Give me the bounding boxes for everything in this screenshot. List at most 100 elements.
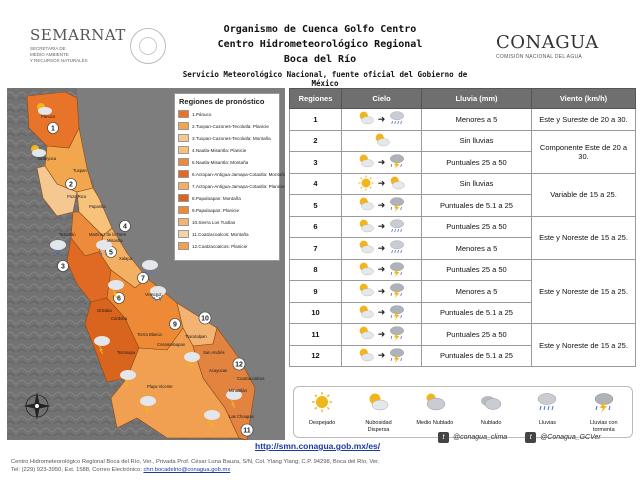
svg-text:6: 6 — [117, 296, 121, 303]
region-number: 4 — [289, 172, 342, 195]
sky-cell: ➜ — [341, 344, 422, 367]
semarnat-sub-line: SECRETARÍA DE — [30, 46, 66, 51]
region-number: 10 — [289, 301, 342, 324]
region-number: 12 — [289, 344, 342, 367]
legend-label: 4.Nautla-Misantla: Planicie — [192, 147, 247, 153]
region-number: 9 — [289, 280, 342, 303]
sky-icons: ➜ — [344, 260, 419, 280]
thunderstorm-icon — [388, 152, 406, 172]
showers-icon — [388, 238, 406, 258]
region-number: 6 — [289, 215, 342, 238]
wind-cell: Este y Noreste de 15 a 25. — [531, 323, 636, 367]
table-row: 9 ➜ Menores a 5 — [289, 280, 636, 303]
wind-cell: Componente Este de 20 a 30. — [531, 129, 636, 174]
partly-cloudy-icon — [357, 152, 375, 172]
header: SEMARNAT SECRETARÍA DE MEDIO AMBIENTE Y … — [0, 0, 640, 88]
arrow-right-icon: ➜ — [377, 350, 386, 361]
svg-text:5: 5 — [109, 250, 113, 257]
sky-icons: ➜ — [344, 195, 419, 215]
sky-cell: ➜ — [341, 194, 422, 217]
rain-cell: Menores a 5 — [421, 108, 532, 131]
social-links: t @conagua_clima t @Conagua_GCVer — [438, 432, 601, 443]
wind-cell: Este y Sureste de 20 a 30. — [531, 108, 636, 131]
arrow-right-icon: ➜ — [377, 178, 386, 189]
sky-icons: ➜ — [344, 346, 419, 366]
place-label: Pánuco — [41, 114, 56, 119]
twitter-handle-gcver[interactable]: @Conagua_GCVer — [540, 434, 601, 441]
sky-icons: ➜ — [344, 238, 419, 258]
legend-label: 11.Coatzacoalcos: Montaña — [192, 231, 249, 237]
legend-item: 12.Coatzacoalcos: Planicie — [175, 240, 279, 252]
place-label: Xalapa — [119, 256, 133, 261]
svg-text:10: 10 — [201, 316, 209, 323]
rain-cell: Sin lluvias — [421, 172, 532, 195]
thunderstorm-icon — [388, 324, 406, 344]
sky-icon-legend: Despejado Nubosidad Dispersa Medio Nublado… — [293, 386, 633, 438]
sky-cell: ➜ — [341, 258, 422, 281]
place-label: Las Choapas — [229, 414, 254, 419]
sky-icons: ➜ — [344, 217, 419, 237]
sky-legend-label: Lluvias con tormenta — [590, 420, 618, 433]
rain-cell: Puntuales de 5.1 a 25 — [421, 301, 532, 324]
footer-email-link[interactable]: chrr.bocadelrio@conagua.gob.mx — [143, 467, 231, 473]
legend-swatch — [178, 170, 189, 178]
region-marker-11 — [240, 423, 254, 437]
title-organism: Organismo de Cuenca Golfo Centro — [223, 24, 417, 35]
legend-item: 1.Pánuco — [175, 108, 279, 120]
partly-cloudy-icon — [357, 260, 375, 280]
region-number: 1 — [289, 108, 342, 131]
mexico-seal-icon — [130, 28, 166, 64]
place-label: Tlacotalpan — [185, 334, 207, 339]
table-header-row: Regiones Cielo Lluvia (mm) Viento (km/h) — [289, 88, 636, 109]
region-marker-12 — [232, 357, 246, 371]
region-marker-6 — [113, 292, 125, 304]
arrow-right-icon: ➜ — [377, 221, 386, 232]
arrow-right-icon: ➜ — [377, 307, 386, 318]
legend-item: 7.Actopan-Antigua-Jamapa-Cotaxtla: Plani… — [175, 180, 285, 192]
forecast-table: Regiones Cielo Lluvia (mm) Viento (km/h)… — [289, 88, 636, 367]
header-sky: Cielo — [341, 88, 422, 109]
legend-label: 3.Tuxpan-Cazones-Tecolutla: Montaña — [192, 135, 271, 141]
place-label: Tezonapa — [117, 350, 136, 355]
region-marker-4 — [119, 220, 131, 232]
conagua-logo: CONAGUA COMISIÓN NACIONAL DEL AGUA — [496, 32, 608, 60]
place-label: Papantla — [89, 204, 106, 209]
twitter-handle-clima[interactable]: @conagua_clima — [453, 434, 508, 441]
footer-address: Centro Hidrometeorológico Regional Boca … — [11, 459, 380, 465]
rain-cell: Puntuales 25 a 50 — [421, 151, 532, 174]
region-number: 11 — [289, 323, 342, 346]
sky-cell: ➜ — [341, 301, 422, 324]
partly-cloudy-icon — [357, 324, 375, 344]
legend-item: 6.Actopan-Antigua-Jamapa-Cotaxtla: Monta… — [175, 168, 285, 180]
twitter-icon: t — [525, 432, 537, 443]
partly-cloudy-icon — [357, 195, 375, 215]
legend-label: 10.Sierra Los Tuxtlas — [192, 219, 236, 225]
sky-legend-label: Medio Nublado — [416, 420, 454, 426]
rain-cell: Sin lluvias — [421, 129, 532, 152]
legend-swatch — [178, 218, 189, 226]
smn-link[interactable]: http://smn.conagua.gob.mx/es/ — [255, 441, 381, 451]
forecast-map: 1 2 3 4 5 6 7 8 9 10 11 — [7, 88, 285, 440]
table-row: 8 ➜ Puntuales 25 a 50 Este y Noreste de 15 … — [289, 258, 636, 324]
sky-legend-entry: Despejado — [298, 390, 346, 427]
conagua-name: CONAGUA — [496, 32, 599, 53]
region-marker-7 — [137, 272, 149, 284]
svg-text:11: 11 — [243, 428, 251, 435]
legend-item: 8.Papaloapan: Montaña — [175, 192, 279, 204]
conagua-subtitle: COMISIÓN NACIONAL DEL AGUA — [496, 54, 583, 60]
place-label: Acayucan — [209, 368, 228, 373]
region-number: 3 — [289, 151, 342, 174]
rain-cell: Menores a 5 — [421, 237, 532, 260]
regions-legend: Regiones de pronóstico 1.Pánuco 2.Tuxpan-… — [174, 93, 285, 261]
sunny-icon — [310, 390, 334, 419]
legend-swatch — [178, 242, 189, 250]
sky-legend-entry: Nublado — [467, 390, 515, 427]
header-rain: Lluvia (mm) — [421, 88, 532, 109]
sky-cell — [341, 129, 422, 152]
legend-items: 1.Pánuco 2.Tuxpan-Cazones-Tecolutla: Plan… — [175, 108, 285, 252]
title-center: Centro Hidrometeorológico Regional — [217, 39, 423, 50]
legend-swatch — [178, 206, 189, 214]
region-marker-1 — [47, 122, 59, 134]
thunderstorm-icon — [388, 281, 406, 301]
svg-text:2: 2 — [69, 182, 73, 189]
